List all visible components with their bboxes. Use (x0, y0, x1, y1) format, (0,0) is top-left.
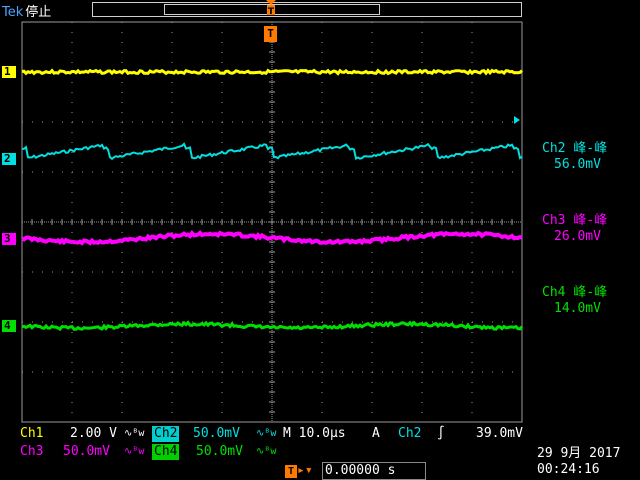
brand-name: Tek (2, 5, 24, 20)
trigger-offset-value[interactable]: 0.00000 s (322, 462, 426, 480)
ch4-marker[interactable]: 4 (2, 320, 16, 332)
ch2-trigger-level-icon (514, 116, 520, 124)
time: 00:24:16 (537, 462, 600, 477)
trigger-slope-icon: ∫ (437, 426, 445, 441)
brand-logo: Tek 停止 (2, 1, 51, 20)
ch1-trace (21, 68, 524, 76)
top-status-bar: Tek 停止 T (0, 0, 640, 20)
ch4-label[interactable]: Ch4 (152, 444, 180, 460)
ch3-peak-to-peak-measurement: Ch3 峰-峰 26.0mV (542, 213, 638, 245)
trigger-offset-marker: T (285, 465, 297, 478)
ch2-scale: 50.0mV (193, 426, 240, 441)
trigger-position-icon: T (266, 0, 276, 18)
ch3-scale: 50.0mV (63, 444, 110, 459)
ch4-scale: 50.0mV (196, 444, 243, 459)
acquisition-state: 停止 (25, 5, 52, 20)
ch3-marker[interactable]: 3 (2, 233, 16, 245)
ch3-label[interactable]: Ch3 (20, 444, 44, 459)
trigger-position-label: T (268, 7, 275, 17)
trigger-level: 39.0mV (476, 426, 523, 441)
ch1-bandwidth-icon: ∿ᴮw (124, 428, 145, 439)
measurement-value: 14.0mV (554, 301, 601, 316)
timebase[interactable]: M 10.0µs (283, 426, 346, 441)
measurement-label: Ch3 峰-峰 (542, 213, 608, 228)
ch2-marker[interactable]: 2 (2, 153, 16, 165)
ch2-trace (21, 142, 523, 161)
measurement-label: Ch4 峰-峰 (542, 285, 608, 300)
ch3-bandwidth-icon: ∿ᴮw (124, 446, 145, 457)
trigger-mode: A (372, 426, 380, 441)
trigger-source[interactable]: Ch2 (398, 426, 422, 441)
ch2-label[interactable]: Ch2 (152, 426, 180, 442)
ch1-label[interactable]: Ch1 (20, 426, 44, 441)
ch2-bandwidth-icon: ∿ᴮw (256, 428, 277, 439)
measurement-value: 26.0mV (554, 229, 601, 244)
ch4-trace (21, 320, 524, 332)
ch1-marker[interactable]: 1 (2, 66, 16, 78)
measurement-label: Ch2 峰-峰 (542, 141, 608, 156)
trigger-offset-icon: T ▸▾ (285, 463, 313, 479)
ch4-peak-to-peak-measurement: Ch4 峰-峰 14.0mV (542, 285, 638, 317)
ch2-peak-to-peak-measurement: Ch2 峰-峰 56.0mV (542, 141, 638, 173)
graticule (21, 21, 523, 423)
measurement-value: 56.0mV (554, 157, 601, 172)
bottom-status-area: Ch1 2.00 V ∿ᴮw Ch2 50.0mV ∿ᴮw M 10.0µs A… (0, 424, 640, 480)
record-length-bar (92, 2, 522, 17)
ch1-scale: 2.00 V (70, 426, 117, 441)
ch3-trace (21, 230, 523, 246)
date: 29 9月 2017 (537, 446, 621, 461)
ch4-bandwidth-icon: ∿ᴮw (256, 446, 277, 457)
trigger-point-icon: T (264, 26, 277, 42)
